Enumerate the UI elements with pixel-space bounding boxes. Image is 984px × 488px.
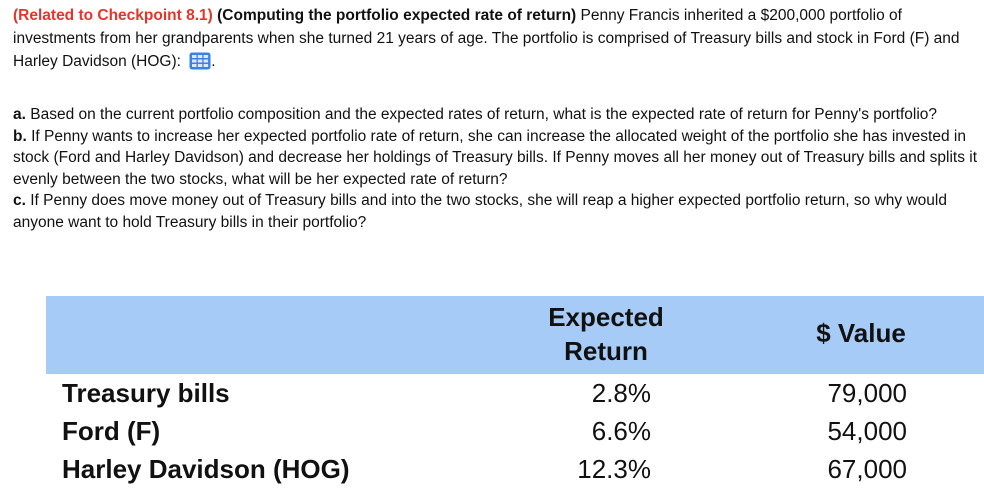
- dollar-value: 67,000: [827, 454, 907, 484]
- grid-table-icon[interactable]: [189, 52, 211, 70]
- asset-name: Treasury bills: [62, 378, 230, 408]
- asset-name: Harley Davidson (HOG): [62, 454, 350, 484]
- table-body: Treasury bills 2.8% 79,000 Ford (F) 6.6%…: [46, 374, 984, 488]
- table-row: Treasury bills 2.8% 79,000: [46, 374, 984, 412]
- dollar-value: 54,000: [827, 416, 907, 446]
- checkpoint-reference: (Related to Checkpoint 8.1): [13, 7, 213, 24]
- header-line: Return: [564, 336, 648, 366]
- question-text: Based on the current portfolio compositi…: [25, 106, 938, 123]
- question-label: a.: [13, 106, 26, 123]
- dollar-value: 79,000: [827, 378, 907, 408]
- question-label: c.: [13, 192, 26, 209]
- expected-return: 2.8%: [591, 378, 651, 408]
- question-b: b. If Penny wants to increase her expect…: [13, 126, 983, 191]
- table-row: Harley Davidson (HOG) 12.3% 67,000: [46, 450, 984, 488]
- expected-return: 12.3%: [577, 454, 651, 484]
- question-text: If Penny does move money out of Treasury…: [13, 192, 947, 231]
- table-header: Expected Return $ Value: [46, 296, 984, 374]
- question-c: c. If Penny does move money out of Treas…: [13, 190, 983, 233]
- table-row: Ford (F) 6.6% 54,000: [46, 412, 984, 450]
- header-expected-return: Expected Return: [526, 300, 686, 368]
- intro-text: Penny Francis inherited a $200,000 portf…: [13, 7, 960, 70]
- question-a: a. Based on the current portfolio compos…: [13, 104, 983, 126]
- question-text: If Penny wants to increase her expected …: [13, 127, 978, 188]
- intro-end: .: [211, 53, 216, 70]
- problem-intro: (Related to Checkpoint 8.1) (Computing t…: [13, 4, 981, 73]
- asset-name: Ford (F): [62, 416, 161, 446]
- header-dollar-value: $ Value: [816, 318, 906, 348]
- expected-return: 6.6%: [591, 416, 651, 446]
- problem-topic: (Computing the portfolio expected rate o…: [217, 7, 577, 24]
- header-line: Expected: [548, 302, 664, 332]
- question-label: b.: [13, 127, 27, 145]
- portfolio-table: Expected Return $ Value Treasury bills 2…: [46, 296, 984, 488]
- question-list: a. Based on the current portfolio compos…: [13, 104, 983, 233]
